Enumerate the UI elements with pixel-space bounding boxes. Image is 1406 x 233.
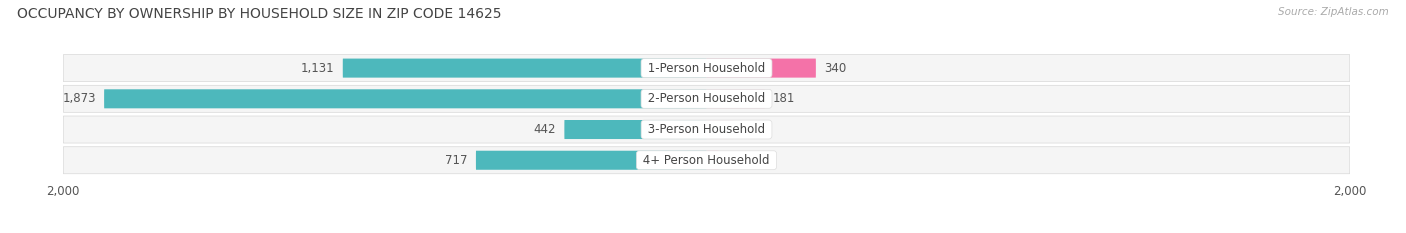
FancyBboxPatch shape bbox=[707, 151, 718, 170]
Text: OCCUPANCY BY OWNERSHIP BY HOUSEHOLD SIZE IN ZIP CODE 14625: OCCUPANCY BY OWNERSHIP BY HOUSEHOLD SIZE… bbox=[17, 7, 502, 21]
Text: 4+ Person Household: 4+ Person Household bbox=[640, 154, 773, 167]
Text: 1,873: 1,873 bbox=[63, 92, 96, 105]
FancyBboxPatch shape bbox=[63, 55, 1350, 82]
Text: 1,131: 1,131 bbox=[301, 62, 335, 75]
Text: 83: 83 bbox=[741, 123, 756, 136]
FancyBboxPatch shape bbox=[343, 58, 707, 78]
Text: 2-Person Household: 2-Person Household bbox=[644, 92, 769, 105]
FancyBboxPatch shape bbox=[63, 147, 1350, 174]
FancyBboxPatch shape bbox=[707, 120, 733, 139]
Text: 3-Person Household: 3-Person Household bbox=[644, 123, 769, 136]
FancyBboxPatch shape bbox=[564, 120, 707, 139]
FancyBboxPatch shape bbox=[104, 89, 707, 108]
Text: 181: 181 bbox=[773, 92, 796, 105]
Text: 340: 340 bbox=[824, 62, 846, 75]
FancyBboxPatch shape bbox=[63, 116, 1350, 143]
FancyBboxPatch shape bbox=[707, 58, 815, 78]
Text: 38: 38 bbox=[727, 154, 741, 167]
Text: 1-Person Household: 1-Person Household bbox=[644, 62, 769, 75]
FancyBboxPatch shape bbox=[63, 85, 1350, 112]
Text: 717: 717 bbox=[446, 154, 468, 167]
FancyBboxPatch shape bbox=[475, 151, 707, 170]
FancyBboxPatch shape bbox=[707, 89, 765, 108]
Text: Source: ZipAtlas.com: Source: ZipAtlas.com bbox=[1278, 7, 1389, 17]
Text: 442: 442 bbox=[534, 123, 557, 136]
